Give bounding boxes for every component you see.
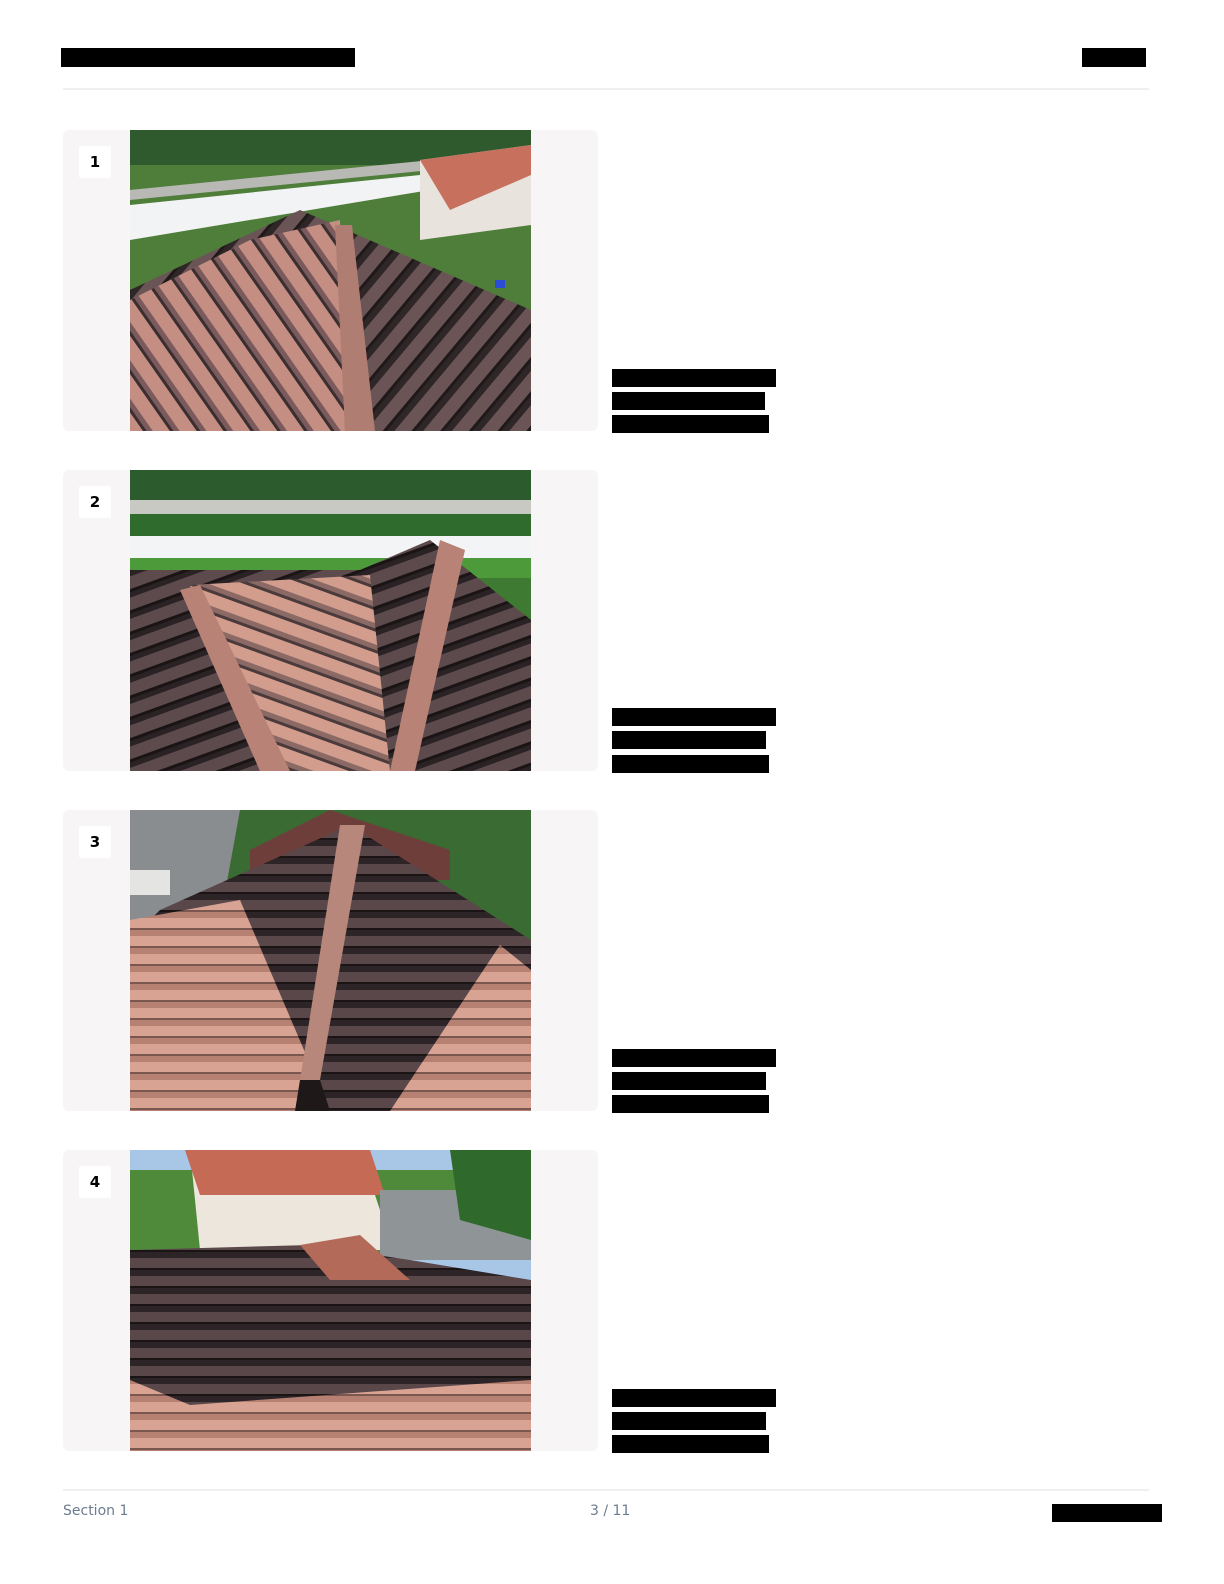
- photo-card-2: 2: [63, 470, 598, 771]
- caption-line-redacted: [612, 1049, 776, 1067]
- roof-photo: [130, 1150, 531, 1451]
- photo-number-badge: 3: [79, 826, 111, 858]
- caption-line-redacted: [612, 392, 765, 410]
- photo-number-badge: 1: [79, 146, 111, 178]
- report-title-redacted: [61, 48, 355, 67]
- caption-line-redacted: [612, 731, 766, 749]
- roof-photo: [130, 810, 531, 1111]
- caption-line-redacted: [612, 1435, 769, 1453]
- footer-right-redacted: [1052, 1504, 1162, 1522]
- photo-card-4: 4: [63, 1150, 598, 1451]
- caption-line-redacted: [612, 755, 769, 773]
- roof-photo: [130, 470, 531, 771]
- photo-card-3: 3: [63, 810, 598, 1111]
- header-divider: [63, 88, 1149, 90]
- caption-line-redacted: [612, 1412, 766, 1430]
- photo-card-1: 1: [63, 130, 598, 431]
- photo-number-badge: 4: [79, 1166, 111, 1198]
- caption-line-redacted: [612, 1072, 766, 1090]
- caption-line-redacted: [612, 415, 769, 433]
- header-right-redacted: [1082, 48, 1146, 67]
- footer-section-label: Section 1: [63, 1503, 129, 1519]
- footer-page-number: 3 / 11: [590, 1503, 631, 1519]
- caption-line-redacted: [612, 708, 776, 726]
- footer-divider: [63, 1489, 1149, 1491]
- photo-number-badge: 2: [79, 486, 111, 518]
- caption-line-redacted: [612, 1095, 769, 1113]
- caption-line-redacted: [612, 1389, 776, 1407]
- caption-line-redacted: [612, 369, 776, 387]
- roof-photo: [130, 130, 531, 431]
